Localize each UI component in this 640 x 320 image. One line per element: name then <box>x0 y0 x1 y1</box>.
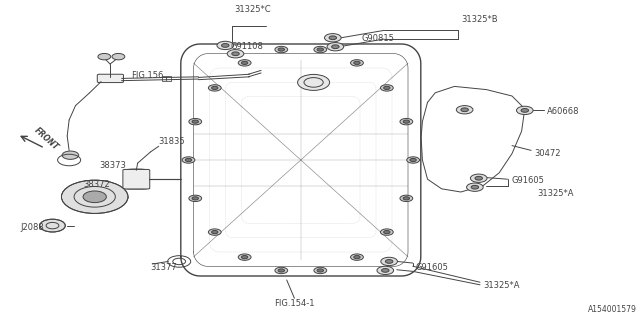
Circle shape <box>385 260 393 263</box>
Circle shape <box>238 60 251 66</box>
Circle shape <box>380 229 393 235</box>
Circle shape <box>516 106 533 115</box>
Circle shape <box>329 36 337 40</box>
Circle shape <box>314 267 326 274</box>
Text: 31325*A: 31325*A <box>483 281 520 290</box>
Circle shape <box>332 45 339 49</box>
Circle shape <box>61 180 128 213</box>
Circle shape <box>98 53 111 60</box>
Circle shape <box>83 191 106 203</box>
Circle shape <box>232 52 239 56</box>
Circle shape <box>383 86 390 90</box>
Circle shape <box>227 50 244 58</box>
Text: J2088: J2088 <box>20 223 44 232</box>
Circle shape <box>186 158 192 162</box>
Circle shape <box>298 74 330 90</box>
Circle shape <box>383 230 390 234</box>
Text: A60668: A60668 <box>547 108 580 116</box>
Circle shape <box>192 120 198 123</box>
Circle shape <box>351 60 364 66</box>
Bar <box>162 76 171 81</box>
Circle shape <box>275 46 288 53</box>
Circle shape <box>275 267 288 274</box>
Circle shape <box>62 151 79 159</box>
Circle shape <box>475 176 483 180</box>
Circle shape <box>380 85 393 91</box>
Text: G91605: G91605 <box>416 263 449 272</box>
Circle shape <box>354 61 360 64</box>
Text: 31835: 31835 <box>159 137 186 146</box>
Circle shape <box>461 108 468 112</box>
Circle shape <box>324 34 341 42</box>
Text: 31325*B: 31325*B <box>461 15 497 24</box>
Circle shape <box>112 53 125 60</box>
FancyBboxPatch shape <box>123 170 150 189</box>
Circle shape <box>212 230 218 234</box>
Circle shape <box>241 61 248 64</box>
Text: 30472: 30472 <box>534 149 561 158</box>
Circle shape <box>189 195 202 202</box>
Circle shape <box>209 229 221 235</box>
Text: 31325*A: 31325*A <box>538 189 574 198</box>
Circle shape <box>521 108 529 112</box>
Circle shape <box>400 118 413 125</box>
Circle shape <box>410 158 417 162</box>
Circle shape <box>209 85 221 91</box>
Circle shape <box>470 174 487 182</box>
Circle shape <box>189 118 202 125</box>
Text: A154001579: A154001579 <box>588 305 637 314</box>
Text: G91605: G91605 <box>512 176 545 185</box>
Circle shape <box>381 268 389 272</box>
Text: 31377: 31377 <box>150 263 177 272</box>
Circle shape <box>327 43 344 51</box>
Text: FIG.154-1: FIG.154-1 <box>274 300 315 308</box>
Circle shape <box>317 48 323 51</box>
Text: 38372: 38372 <box>83 180 110 189</box>
Text: FIG.156: FIG.156 <box>131 71 164 80</box>
FancyBboxPatch shape <box>97 74 124 83</box>
Circle shape <box>317 269 323 272</box>
Text: 38373: 38373 <box>99 161 126 170</box>
Text: FRONT: FRONT <box>32 125 60 152</box>
Circle shape <box>40 219 65 232</box>
Circle shape <box>278 48 285 51</box>
Circle shape <box>278 269 285 272</box>
Circle shape <box>314 46 326 53</box>
Text: 31325*C: 31325*C <box>234 5 271 14</box>
Circle shape <box>403 120 410 123</box>
Circle shape <box>403 197 410 200</box>
Circle shape <box>212 86 218 90</box>
Circle shape <box>241 256 248 259</box>
Text: G91108: G91108 <box>230 42 263 51</box>
Circle shape <box>192 197 198 200</box>
Circle shape <box>377 266 394 275</box>
Circle shape <box>467 183 483 191</box>
Circle shape <box>381 257 397 266</box>
Circle shape <box>238 254 251 260</box>
Circle shape <box>407 157 420 163</box>
Text: G90815: G90815 <box>362 34 394 43</box>
Circle shape <box>217 41 234 50</box>
Circle shape <box>351 254 364 260</box>
Circle shape <box>354 256 360 259</box>
Circle shape <box>221 44 229 47</box>
Circle shape <box>400 195 413 202</box>
Circle shape <box>182 157 195 163</box>
Circle shape <box>471 185 479 189</box>
Circle shape <box>456 106 473 114</box>
